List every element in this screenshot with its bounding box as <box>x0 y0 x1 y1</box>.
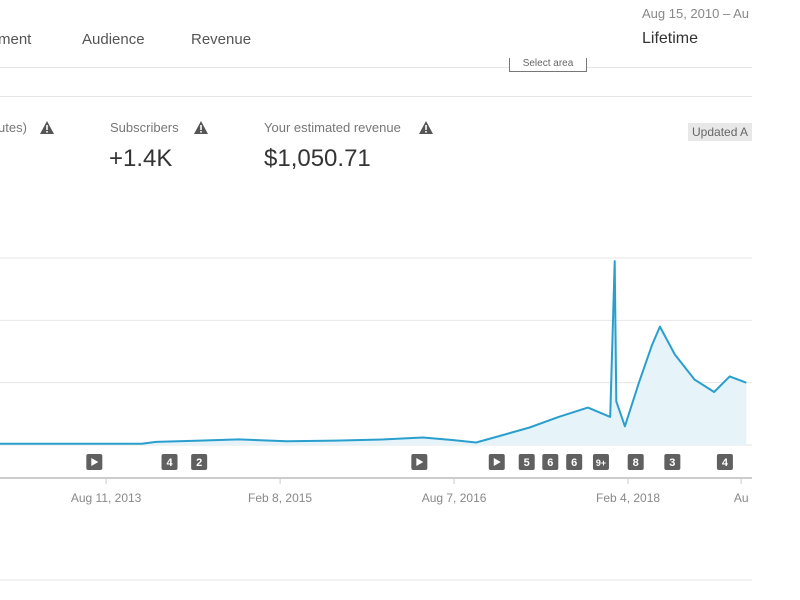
metric-label: utes) <box>0 120 27 135</box>
x-tick-label: Feb 4, 2018 <box>596 491 660 505</box>
metric-label: Subscribers <box>110 120 179 135</box>
annotation-label: 4 <box>722 457 729 469</box>
annotation-marker[interactable] <box>191 454 208 470</box>
line <box>0 260 747 445</box>
annotation-label: 8 <box>633 457 639 469</box>
tab[interactable]: Revenue <box>191 31 252 48</box>
date-range: Aug 15, 2010 – Au <box>642 6 749 21</box>
tab[interactable]: Audience <box>82 31 145 48</box>
play-icon <box>91 458 99 466</box>
annotation-label: 2 <box>196 457 202 469</box>
annotation-label: 6 <box>571 457 577 469</box>
chart: Aug 11, 2013 Feb 8, 2015 Aug 7, 2016 Feb 4,… <box>0 257 752 581</box>
annotation-label: 6 <box>547 457 553 469</box>
metric-value: +1.4K <box>109 145 173 172</box>
annotation-marker[interactable] <box>542 454 559 470</box>
select-area-button[interactable]: Select area <box>509 58 587 72</box>
annotation-marker[interactable] <box>592 454 609 470</box>
x-tick-label: Aug 11, 2013 <box>71 491 142 505</box>
warning-icon[interactable] <box>419 121 433 134</box>
tab[interactable]: ment <box>0 31 32 48</box>
divider <box>0 67 752 68</box>
annotation-label: 4 <box>166 457 173 469</box>
updated-badge: Updated A <box>688 123 752 141</box>
divider <box>0 96 752 97</box>
annotation-label: 9+ <box>596 458 606 468</box>
warning-icon[interactable] <box>40 121 54 134</box>
area <box>0 261 747 445</box>
annotation-marker[interactable] <box>664 454 681 470</box>
analytics-page: ment Audience Revenue Aug 15, 2010 – Au … <box>0 6 752 581</box>
x-tick-label: Feb 8, 2015 <box>248 491 312 505</box>
annotation-marker[interactable] <box>161 454 178 470</box>
play-icon <box>416 458 424 466</box>
metric-value: $1,050.71 <box>264 145 371 172</box>
warning-icon[interactable] <box>194 121 208 134</box>
period-selector[interactable]: Lifetime <box>642 30 699 47</box>
annotation-marker[interactable] <box>518 454 535 470</box>
x-tick-label: Aug 7, 2016 <box>422 491 487 505</box>
annotation-marker[interactable] <box>627 454 644 470</box>
annotation-marker[interactable] <box>566 454 583 470</box>
annotation-label: 3 <box>669 457 675 469</box>
annotation-marker[interactable] <box>716 454 733 470</box>
play-icon <box>493 458 501 466</box>
metric-label: Your estimated revenue <box>264 120 401 135</box>
annotation-label: 5 <box>524 457 530 469</box>
x-tick-label: Au <box>734 491 749 505</box>
